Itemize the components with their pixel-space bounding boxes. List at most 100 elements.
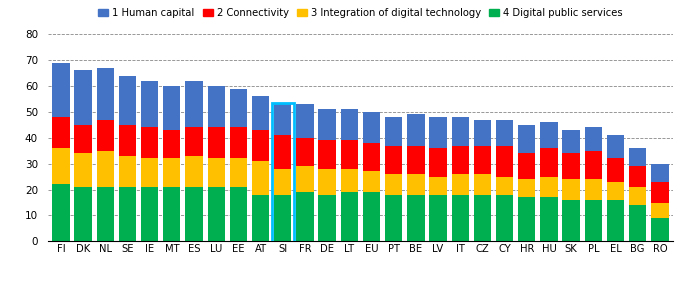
Bar — [163, 130, 180, 158]
Bar — [97, 151, 114, 187]
Bar — [363, 143, 380, 172]
Bar — [518, 153, 535, 179]
Bar — [318, 109, 336, 140]
Bar — [252, 130, 269, 161]
Bar — [341, 192, 358, 241]
Bar — [452, 117, 469, 145]
Bar — [407, 145, 424, 174]
Bar — [141, 127, 158, 158]
Bar — [429, 117, 447, 148]
Bar — [341, 140, 358, 169]
Bar — [629, 187, 647, 205]
Bar — [541, 148, 558, 177]
Bar — [496, 195, 513, 241]
Bar — [474, 145, 491, 174]
Bar — [141, 81, 158, 127]
Bar — [429, 148, 447, 177]
Bar — [518, 197, 535, 241]
Bar — [141, 158, 158, 187]
Bar — [274, 195, 292, 241]
Bar — [607, 200, 624, 241]
Bar — [518, 179, 535, 197]
Bar — [119, 187, 136, 241]
Bar — [318, 140, 336, 169]
Bar — [496, 120, 513, 145]
Bar — [119, 156, 136, 187]
Bar — [607, 182, 624, 200]
Bar — [318, 169, 336, 195]
Bar — [585, 151, 602, 179]
Bar — [562, 200, 580, 241]
Bar — [74, 153, 92, 187]
Bar — [74, 187, 92, 241]
Bar — [629, 148, 647, 166]
Bar — [651, 164, 668, 182]
Bar — [186, 156, 203, 187]
Bar — [385, 117, 403, 145]
Bar — [207, 86, 225, 127]
Bar — [385, 174, 403, 195]
Bar — [296, 166, 313, 192]
Bar — [474, 120, 491, 145]
Bar — [629, 205, 647, 241]
Bar — [407, 114, 424, 145]
Bar — [274, 135, 292, 169]
Bar — [607, 135, 624, 158]
Bar — [452, 174, 469, 195]
Bar — [163, 86, 180, 130]
Bar — [163, 158, 180, 187]
Bar — [474, 195, 491, 241]
Bar — [230, 127, 247, 158]
Bar — [296, 104, 313, 138]
Bar — [230, 187, 247, 241]
Bar — [541, 177, 558, 197]
Bar — [541, 122, 558, 148]
Bar — [562, 153, 580, 179]
Bar — [541, 197, 558, 241]
Bar — [207, 187, 225, 241]
Bar — [651, 218, 668, 241]
Bar — [252, 96, 269, 130]
Bar — [585, 127, 602, 151]
Bar — [407, 174, 424, 195]
Bar — [296, 138, 313, 166]
Bar — [186, 81, 203, 127]
Bar — [230, 158, 247, 187]
Bar — [429, 195, 447, 241]
Bar — [562, 130, 580, 153]
Bar — [52, 117, 69, 148]
Bar — [363, 112, 380, 143]
Bar — [385, 195, 403, 241]
Bar — [252, 161, 269, 195]
Bar — [296, 192, 313, 241]
Bar — [585, 200, 602, 241]
Bar — [452, 145, 469, 174]
Bar — [186, 187, 203, 241]
Bar — [186, 127, 203, 156]
Bar — [74, 125, 92, 153]
Bar — [119, 125, 136, 156]
Bar — [97, 120, 114, 151]
Bar — [52, 184, 69, 241]
Bar — [452, 195, 469, 241]
Bar — [385, 145, 403, 174]
Bar — [363, 192, 380, 241]
Bar — [562, 179, 580, 200]
Bar — [496, 177, 513, 195]
Bar — [97, 187, 114, 241]
Bar — [496, 145, 513, 177]
Bar — [651, 182, 668, 202]
Bar — [207, 158, 225, 187]
Bar — [607, 158, 624, 182]
Bar — [207, 127, 225, 158]
Bar — [230, 89, 247, 127]
Bar — [74, 70, 92, 125]
Bar — [97, 68, 114, 120]
Bar — [407, 195, 424, 241]
Bar — [363, 172, 380, 192]
Bar — [651, 202, 668, 218]
Bar — [274, 169, 292, 195]
Bar — [341, 169, 358, 192]
Bar — [274, 104, 292, 135]
Bar — [52, 62, 69, 117]
